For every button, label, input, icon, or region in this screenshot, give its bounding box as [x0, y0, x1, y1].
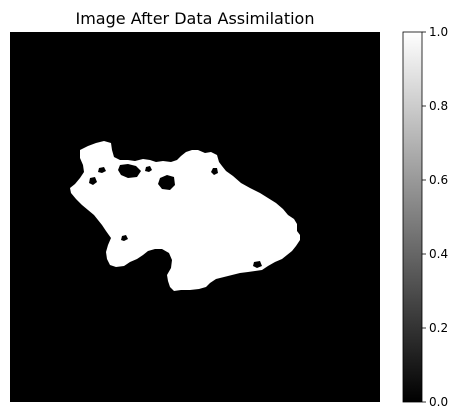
chart-title: Image After Data Assimilation	[76, 9, 315, 28]
heatmap-hole	[118, 164, 141, 178]
heatmap-blob-region	[70, 141, 300, 291]
colorbar: 0.0 0.2 0.4 0.6 0.8 1.0	[402, 25, 448, 409]
heatmap-hole	[98, 167, 106, 173]
heatmap-hole	[121, 235, 128, 241]
colorbar-tick-label: 0.6	[429, 173, 448, 187]
colorbar-tick-label: 0.2	[429, 321, 448, 335]
heatmap-hole	[253, 261, 262, 268]
colorbar-tick-label: 0.8	[429, 99, 448, 113]
heatmap-hole	[158, 175, 175, 190]
heatmap-image	[10, 32, 380, 402]
heatmap-hole	[89, 177, 97, 185]
colorbar-gradient	[402, 31, 423, 403]
colorbar-tick-label: 0.4	[429, 247, 448, 261]
colorbar-tick-label: 1.0	[429, 25, 448, 39]
heatmap-hole	[145, 166, 152, 172]
heatmap-hole	[211, 168, 218, 175]
colorbar-tick-label: 0.0	[429, 395, 448, 409]
colorbar-ticks: 0.0 0.2 0.4 0.6 0.8 1.0	[422, 25, 448, 409]
